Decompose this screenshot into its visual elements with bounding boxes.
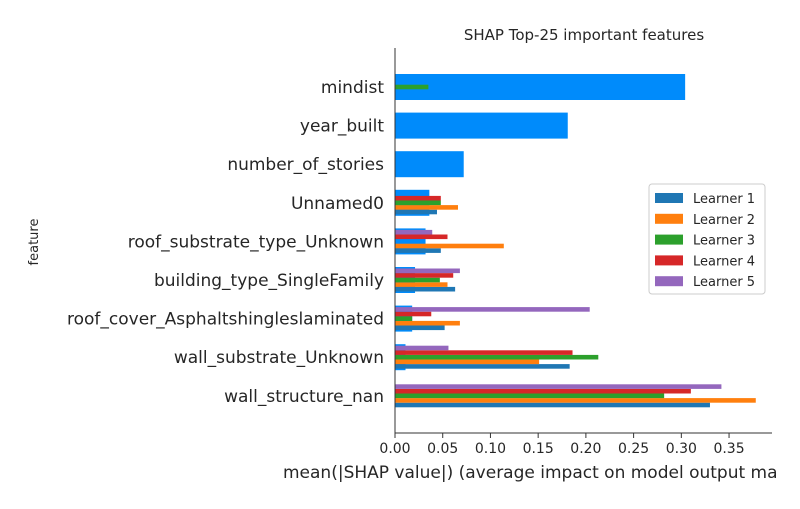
bar-learner: [395, 398, 756, 403]
bar-learner: [395, 243, 504, 249]
bar-overall: [395, 74, 686, 100]
bar-learner: [395, 282, 448, 287]
bar-learner: [395, 320, 460, 326]
y-tick-label: wall_substrate_Unknown: [174, 348, 384, 368]
legend-swatch: [655, 193, 683, 203]
bar-learner: [395, 234, 448, 240]
x-tick-label: 0.00: [379, 441, 410, 457]
y-tick-label: Unnamed0: [291, 194, 384, 214]
x-tick-label: 0.05: [427, 441, 458, 457]
legend: Learner 1 Learner 2 Learner 3 Learner 4 Lear…: [648, 183, 766, 295]
x-tick-label: 0.20: [570, 441, 601, 457]
bar-learner: [395, 359, 540, 365]
bar-learner: [395, 268, 460, 274]
bar-learner: [395, 354, 599, 360]
legend-label: Learner 2: [693, 213, 755, 228]
y-tick-label: year_built: [300, 117, 384, 137]
bar-learner: [395, 307, 590, 312]
bars-group: [395, 74, 756, 408]
bar-learner: [395, 195, 441, 201]
chart-title: SHAP Top-25 important features: [464, 26, 704, 44]
x-tick-label: 0.35: [713, 441, 744, 457]
bar-learner: [395, 286, 456, 292]
legend-swatch: [655, 213, 683, 224]
bar-learner: [395, 205, 458, 210]
y-axis-label: feature: [27, 219, 42, 266]
bar-learner: [395, 200, 441, 206]
bar-learner: [395, 316, 413, 321]
bar-overall: [395, 151, 464, 178]
bar-overall: [395, 112, 568, 139]
legend-label: Learner 1: [693, 192, 755, 207]
bar-learner: [395, 364, 570, 369]
legend-label: Learner 4: [693, 254, 755, 269]
y-tick-label: roof_cover_Asphaltshingleslaminated: [67, 310, 384, 330]
legend-swatch: [655, 234, 683, 245]
bar-learner: [395, 84, 429, 90]
y-tick-label: wall_structure_nan: [224, 387, 384, 407]
x-axis-label: mean(|SHAP value|) (average impact on mo…: [283, 463, 778, 483]
x-tick-label: 0.15: [523, 441, 554, 457]
x-tick-label: 0.10: [475, 441, 506, 457]
legend-label: Learner 5: [693, 275, 755, 290]
x-tick-label: 0.25: [618, 441, 649, 457]
bar-learner: [395, 273, 454, 278]
bar-learner: [395, 388, 691, 394]
bar-learner: [395, 393, 665, 399]
bar-learner: [395, 345, 449, 351]
axes-group: mindist year_built number_of_stories Unname…: [67, 48, 772, 457]
bar-learner: [395, 384, 722, 389]
bar-learner: [395, 311, 432, 317]
bar-learner: [395, 277, 440, 283]
bar-learner: [395, 325, 445, 331]
bar-learner: [395, 248, 441, 253]
legend-swatch: [655, 255, 683, 266]
legend-swatch: [655, 276, 683, 287]
legend-box: [648, 183, 766, 295]
bar-learner: [395, 350, 573, 355]
legend-label: Learner 3: [693, 234, 755, 249]
y-tick-label: building_type_SingleFamily: [154, 271, 384, 291]
y-tick-label: number_of_stories: [227, 155, 384, 175]
bar-learner: [395, 229, 433, 235]
bar-learner: [395, 209, 437, 215]
bar-learner: [395, 402, 710, 408]
x-tick-label: 0.30: [666, 441, 697, 457]
y-tick-label: mindist: [321, 78, 384, 98]
y-tick-label: roof_substrate_type_Unknown: [128, 232, 384, 252]
